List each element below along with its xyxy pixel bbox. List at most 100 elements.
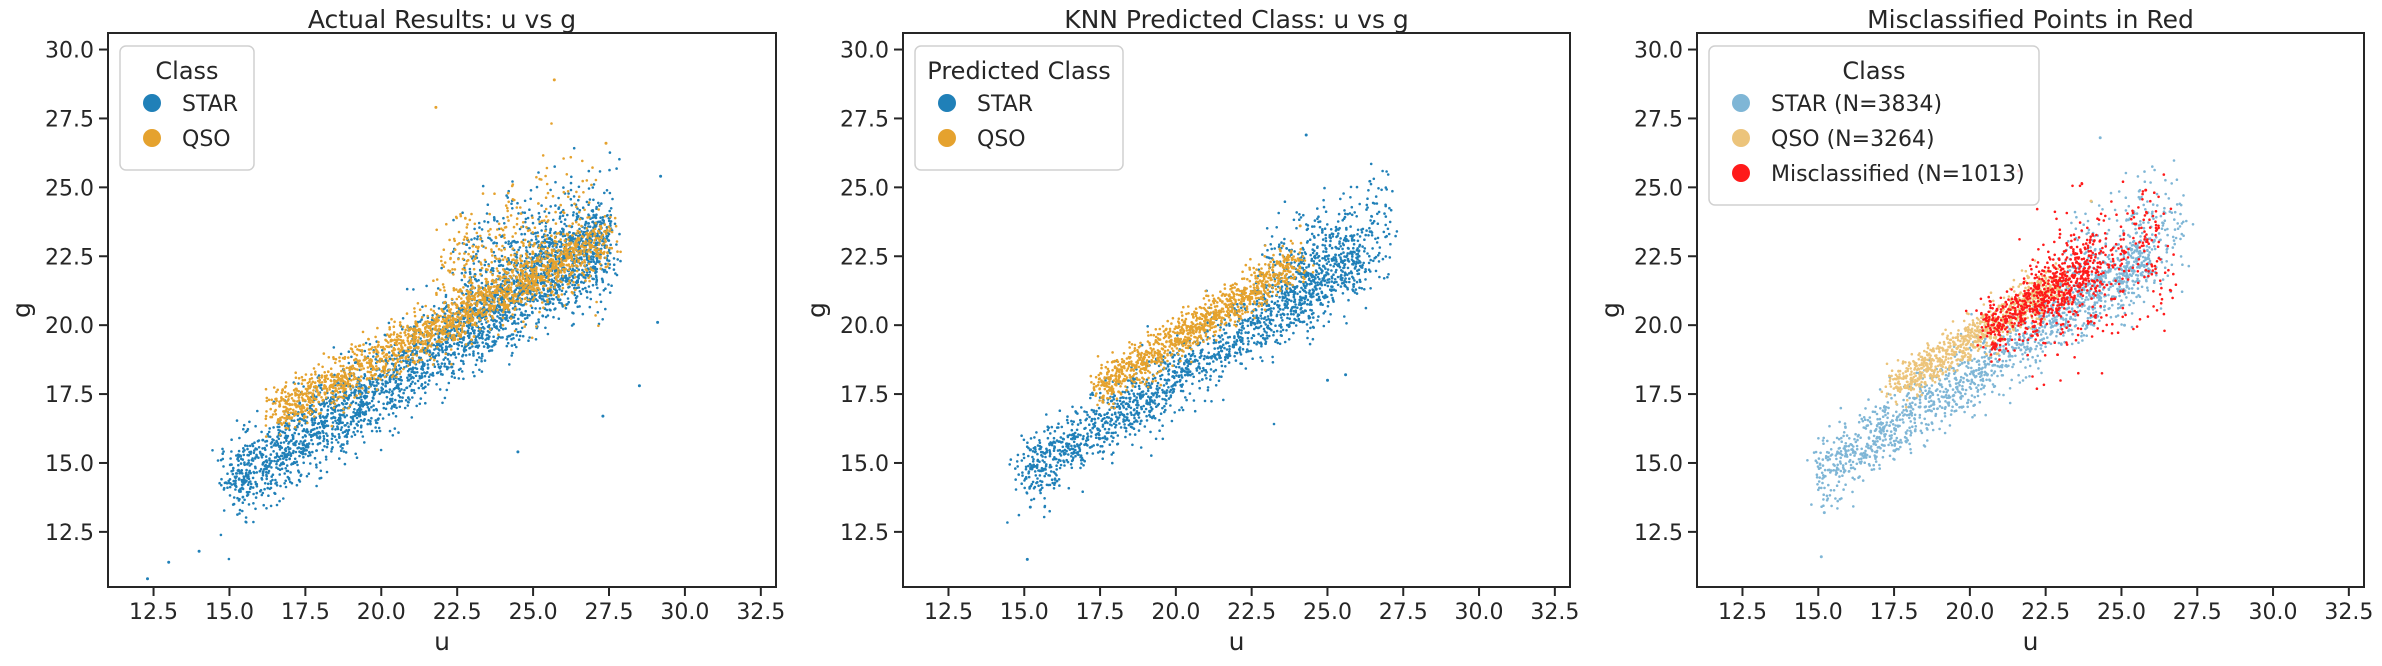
- data-point: [389, 397, 392, 401]
- data-point: [287, 478, 291, 481]
- data-point: [589, 234, 593, 238]
- data-point: [535, 322, 538, 325]
- data-point: [317, 400, 321, 404]
- data-point: [245, 463, 249, 466]
- data-point: [610, 230, 614, 234]
- data-point: [411, 360, 415, 364]
- data-point: [249, 450, 253, 454]
- data-point: [487, 325, 491, 329]
- data-point: [431, 363, 435, 366]
- data-point: [358, 412, 361, 415]
- data-point: [501, 323, 505, 327]
- data-point: [543, 210, 546, 213]
- data-point: [407, 401, 410, 404]
- data-point: [264, 448, 267, 452]
- data-point: [269, 453, 273, 456]
- data-point: [321, 415, 325, 418]
- data-point: [481, 341, 485, 344]
- data-point: [563, 218, 567, 221]
- data-point: [330, 450, 333, 453]
- data-point: [246, 453, 249, 457]
- data-point: [609, 207, 613, 210]
- data-point: [350, 355, 353, 359]
- data-point: [583, 261, 587, 264]
- data-point: [507, 242, 510, 246]
- data-point: [300, 375, 304, 379]
- data-point: [244, 520, 247, 524]
- data-point: [426, 366, 430, 370]
- data-point: [350, 343, 354, 346]
- data-point: [349, 393, 353, 397]
- data-point: [284, 467, 288, 470]
- data-point: [261, 491, 265, 495]
- data-point: [543, 282, 546, 285]
- data-point: [453, 376, 457, 380]
- data-point: [392, 370, 396, 374]
- data-point: [294, 371, 298, 375]
- data-point: [443, 396, 447, 400]
- data-point: [430, 353, 434, 356]
- data-point: [320, 396, 323, 399]
- data-point: [517, 248, 520, 252]
- data-point: [407, 358, 410, 361]
- data-point: [236, 513, 239, 516]
- data-point: [363, 402, 367, 406]
- data-point: [424, 342, 428, 346]
- data-point: [589, 239, 592, 243]
- data-point: [440, 337, 444, 340]
- data-point: [275, 503, 279, 507]
- data-point: [455, 342, 459, 346]
- data-point: [271, 438, 274, 441]
- data-point: [475, 304, 479, 308]
- data-point: [496, 315, 499, 318]
- data-point: [344, 375, 348, 378]
- data-point: [469, 346, 472, 350]
- data-point: [391, 390, 394, 393]
- data-point: [319, 386, 322, 390]
- data-point: [445, 346, 448, 350]
- data-point: [223, 481, 227, 485]
- data-point: [538, 215, 541, 219]
- data-point: [418, 374, 421, 378]
- data-point: [349, 422, 353, 426]
- data-point: [363, 358, 367, 362]
- data-point: [349, 372, 353, 375]
- data-point: [525, 249, 528, 252]
- data-point: [388, 378, 392, 382]
- data-point: [484, 338, 487, 342]
- data-point: [510, 354, 513, 357]
- data-point: [435, 383, 438, 386]
- data-point: [592, 260, 596, 264]
- data-point: [260, 452, 264, 456]
- data-point: [446, 358, 450, 361]
- data-point: [366, 422, 370, 426]
- data-point: [608, 229, 611, 233]
- data-point: [567, 192, 570, 195]
- data-point: [251, 476, 255, 480]
- data-point: [587, 254, 591, 258]
- data-point: [307, 472, 311, 476]
- data-point: [474, 338, 477, 342]
- data-point: [356, 359, 359, 363]
- data-point: [514, 288, 518, 292]
- data-point: [310, 410, 314, 414]
- data-point: [587, 187, 591, 190]
- data-point: [247, 475, 250, 479]
- data-point: [575, 299, 578, 303]
- data-point: [516, 330, 520, 334]
- data-point: [605, 270, 608, 274]
- data-point: [368, 359, 371, 362]
- data-point: [287, 442, 290, 445]
- data-point: [616, 258, 619, 261]
- data-point: [311, 392, 315, 395]
- data-point: [385, 356, 388, 360]
- data-point: [352, 367, 356, 370]
- data-point: [253, 449, 256, 452]
- data-point: [570, 203, 573, 207]
- data-point: [294, 443, 297, 447]
- data-point: [394, 415, 398, 418]
- data-point: [527, 244, 531, 247]
- data-point: [265, 473, 268, 477]
- data-point: [334, 393, 338, 396]
- data-point: [445, 367, 449, 371]
